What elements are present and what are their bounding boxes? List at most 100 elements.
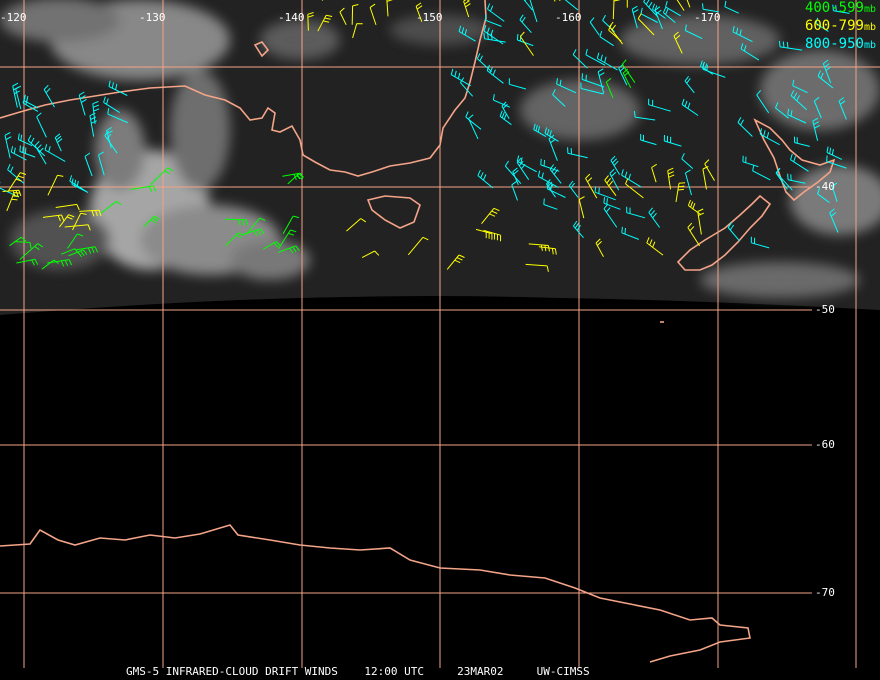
wind-barb	[0, 181, 20, 198]
wind-barb	[663, 134, 682, 147]
wind-barb	[69, 175, 89, 194]
wind-barb	[787, 173, 806, 184]
wind-barb	[475, 228, 493, 240]
wind-barb	[556, 78, 577, 94]
wind-barb	[241, 228, 265, 237]
wind-barb	[538, 246, 557, 255]
antarctica-coastline	[0, 524, 751, 663]
wind-barb	[352, 23, 363, 39]
wind-barb	[817, 188, 830, 204]
wind-barb	[594, 186, 616, 201]
wind-barb	[702, 3, 719, 13]
wind-barb	[499, 110, 512, 126]
wind-barb	[58, 214, 75, 228]
wind-barb	[98, 151, 105, 176]
wind-barb	[246, 217, 266, 235]
wind-barb	[681, 98, 699, 116]
wind-barb	[339, 7, 347, 26]
tasmania-coastline	[366, 195, 421, 229]
wind-barb	[724, 0, 739, 14]
lon-label: -150	[416, 11, 443, 24]
wind-barb	[548, 134, 558, 161]
wind-barb	[78, 91, 87, 116]
wind-barb	[483, 32, 506, 43]
wind-barb	[64, 224, 91, 231]
pressure-legend: 400-599mb 600-799mb 800-950mb	[805, 0, 876, 54]
caption-product: GMS-5 INFRARED-CLOUD DRIFT WINDS	[126, 665, 338, 678]
wind-barb	[54, 133, 63, 152]
wind-barb	[307, 12, 314, 31]
wind-barb	[652, 3, 666, 19]
legend-item-600-799: 600-799mb	[805, 18, 876, 36]
wind-barb	[684, 76, 695, 94]
wind-barb	[626, 0, 628, 8]
wind-barb	[19, 145, 36, 158]
wind-barb	[700, 60, 714, 75]
wind-barb	[790, 153, 809, 172]
legend-range: 800-950	[804, 36, 864, 52]
wind-barb	[415, 2, 423, 22]
wind-barb	[71, 178, 87, 192]
wind-barb	[631, 5, 639, 29]
image-caption: GMS-5 INFRARED-CLOUD DRIFT WINDS 12:00 U…	[0, 665, 880, 678]
wind-barb	[459, 77, 474, 97]
wind-barb	[637, 13, 655, 36]
wind-barb	[651, 163, 657, 183]
wind-barb	[17, 133, 33, 147]
wind-barb	[519, 31, 534, 56]
wind-barb	[278, 245, 300, 254]
wind-barb	[572, 49, 588, 69]
wind-barb	[106, 127, 113, 149]
wind-barb	[580, 82, 604, 95]
wind-barb	[67, 233, 84, 249]
wind-barb	[549, 164, 562, 184]
wind-barb	[27, 134, 46, 157]
wind-barb	[775, 167, 788, 190]
wind-barb	[12, 82, 20, 108]
caption-time: 12:00 UTC	[364, 665, 425, 678]
wind-barb	[519, 14, 532, 34]
wind-barb	[43, 84, 55, 108]
lat-label: -70	[815, 586, 835, 599]
wind-barb	[675, 182, 686, 202]
wind-barb	[610, 155, 621, 175]
wind-barb	[361, 250, 380, 259]
wind-barb	[485, 14, 502, 27]
wind-barb	[687, 199, 701, 215]
wind-barb	[750, 236, 770, 249]
wind-barb	[681, 153, 694, 169]
wind-barb	[822, 59, 832, 84]
coastlines	[0, 0, 836, 663]
wind-barb	[612, 0, 620, 20]
wind-barbs-800-950mb	[0, 0, 850, 249]
wind-barb	[625, 178, 644, 199]
wind-barb	[100, 200, 122, 214]
legend-range: 600-799	[804, 18, 864, 34]
wind-barb	[42, 214, 65, 222]
wind-barb	[84, 152, 93, 177]
wind-barb	[727, 222, 740, 242]
lat-label: -60	[815, 438, 835, 451]
wind-barb	[684, 169, 692, 196]
wind-barb	[523, 0, 533, 11]
wind-barb	[446, 254, 465, 270]
wind-barb	[812, 117, 821, 141]
wind-barb	[759, 128, 780, 146]
wind-barb	[107, 108, 129, 124]
wind-barb	[838, 97, 847, 120]
lon-label: -120	[0, 11, 27, 24]
lat-label: -50	[815, 303, 835, 316]
wind-barb	[813, 96, 822, 119]
wind-barb	[508, 78, 527, 90]
wind-barb	[684, 24, 703, 40]
wind-barb	[585, 173, 598, 199]
legend-range: 400-599	[804, 0, 864, 16]
legend-unit: mb	[863, 4, 876, 15]
wind-barb	[608, 24, 622, 42]
wind-barb	[648, 98, 671, 112]
lon-label: -160	[555, 11, 582, 24]
wind-barb	[578, 196, 585, 219]
wind-barb	[47, 259, 73, 267]
wind-barb	[815, 17, 829, 32]
lon-label: -130	[139, 11, 166, 24]
